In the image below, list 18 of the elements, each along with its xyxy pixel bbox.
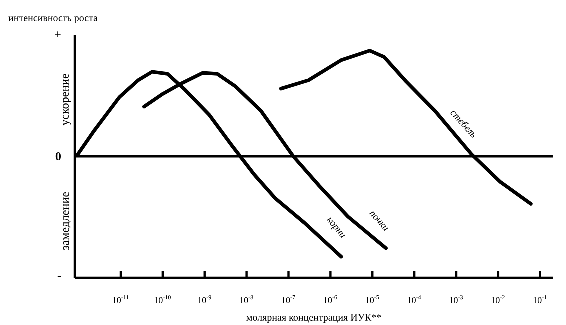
y-axis-title: интенсивность роста	[8, 16, 98, 24]
x-axis-title: молярная концентрация ИУК**	[246, 314, 382, 323]
text: замедление	[63, 192, 72, 250]
text: ускорение	[63, 74, 72, 126]
x-tick-label: 10$^{-1}$	[534, 296, 547, 304]
text: 0	[56, 152, 61, 161]
x-tick-label: 10$^{-9}$	[198, 296, 212, 304]
x-tick-label: 10$^{-3}$	[450, 296, 464, 304]
x-tick-label: 10$^{-5}$	[366, 296, 380, 304]
x-tick-label: 10$^{-11}$	[113, 296, 129, 304]
text: +	[55, 32, 61, 38]
x-tick-label: 10$^{-2}$	[492, 296, 505, 304]
x-tick-label: 10$^{-10}$	[154, 296, 171, 304]
x-tick-label: 10$^{-7}$	[282, 296, 296, 304]
text: -	[58, 276, 62, 278]
x-tick-label: 10$^{-8}$	[240, 296, 254, 304]
x-tick-label: 10$^{-6}$	[324, 296, 338, 304]
x-tick-label: 10$^{-4}$	[408, 296, 422, 304]
